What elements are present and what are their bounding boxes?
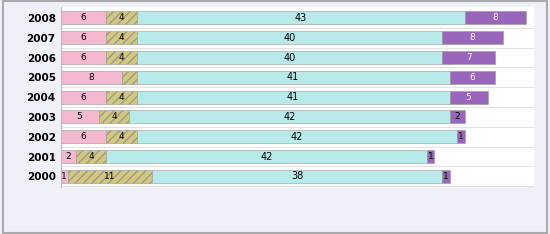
- Bar: [137, 91, 449, 103]
- Text: 43: 43: [295, 13, 307, 23]
- Text: 7: 7: [466, 53, 471, 62]
- Bar: [60, 51, 106, 64]
- Bar: [465, 11, 526, 24]
- Bar: [60, 11, 106, 24]
- Bar: [152, 170, 442, 183]
- Bar: [106, 130, 137, 143]
- Bar: [449, 110, 465, 123]
- Bar: [442, 51, 496, 64]
- Bar: [98, 110, 129, 123]
- Text: 4: 4: [88, 152, 94, 161]
- Bar: [60, 71, 122, 84]
- Text: 6: 6: [80, 13, 86, 22]
- Bar: [137, 31, 442, 44]
- Text: 5: 5: [466, 93, 471, 102]
- Text: 4: 4: [119, 53, 124, 62]
- Text: 38: 38: [291, 171, 303, 181]
- Bar: [60, 31, 106, 44]
- Bar: [106, 150, 427, 163]
- Bar: [457, 130, 465, 143]
- Bar: [60, 130, 106, 143]
- Text: 8: 8: [470, 33, 475, 42]
- Bar: [137, 51, 442, 64]
- Text: 11: 11: [104, 172, 116, 181]
- Bar: [449, 71, 496, 84]
- Bar: [60, 91, 106, 103]
- Text: 41: 41: [287, 92, 299, 102]
- Text: 1: 1: [62, 172, 67, 181]
- Bar: [137, 11, 465, 24]
- Bar: [60, 110, 98, 123]
- Bar: [449, 91, 488, 103]
- Text: 1: 1: [428, 152, 433, 161]
- Text: 4: 4: [119, 13, 124, 22]
- Text: 5: 5: [76, 112, 82, 121]
- Text: 2: 2: [65, 152, 71, 161]
- Text: 4: 4: [119, 93, 124, 102]
- Bar: [106, 31, 137, 44]
- Bar: [442, 31, 503, 44]
- Bar: [137, 71, 449, 84]
- Bar: [442, 170, 449, 183]
- Text: 2: 2: [454, 112, 460, 121]
- Bar: [60, 150, 76, 163]
- Text: 42: 42: [283, 112, 295, 122]
- Text: 6: 6: [470, 73, 475, 82]
- Bar: [106, 11, 137, 24]
- Bar: [60, 170, 68, 183]
- Bar: [106, 91, 137, 103]
- Text: 4: 4: [119, 33, 124, 42]
- Text: 6: 6: [80, 53, 86, 62]
- Bar: [106, 51, 137, 64]
- Bar: [427, 150, 434, 163]
- Text: 40: 40: [283, 52, 295, 62]
- Text: 40: 40: [283, 33, 295, 43]
- Text: 4: 4: [119, 132, 124, 141]
- Text: 6: 6: [80, 93, 86, 102]
- Text: 6: 6: [80, 33, 86, 42]
- Text: 42: 42: [260, 151, 273, 161]
- Bar: [68, 170, 152, 183]
- Text: 8: 8: [492, 13, 498, 22]
- Text: 8: 8: [88, 73, 94, 82]
- Bar: [122, 71, 137, 84]
- Text: 41: 41: [287, 72, 299, 82]
- Text: 1: 1: [443, 172, 449, 181]
- Text: 42: 42: [291, 132, 303, 142]
- Text: 4: 4: [111, 112, 117, 121]
- Bar: [137, 130, 457, 143]
- Text: 6: 6: [80, 132, 86, 141]
- Bar: [76, 150, 106, 163]
- Bar: [129, 110, 449, 123]
- Text: 1: 1: [458, 132, 464, 141]
